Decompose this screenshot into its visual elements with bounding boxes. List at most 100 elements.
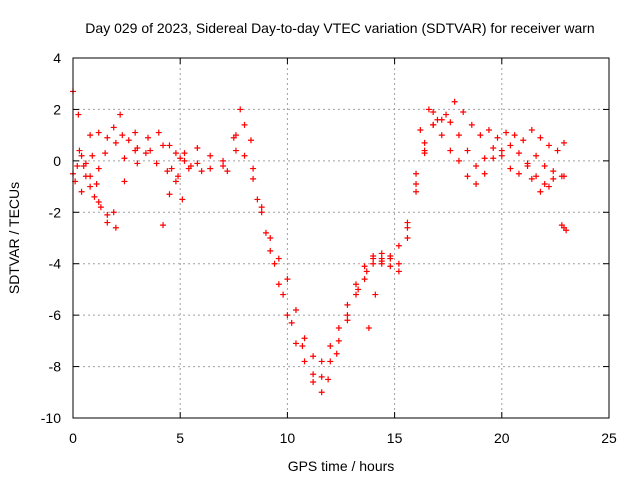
data-point [344, 317, 351, 324]
data-point [177, 155, 184, 162]
x-tick-label: 25 [601, 430, 617, 446]
data-point [447, 119, 454, 126]
data-point [541, 163, 548, 169]
data-point [421, 150, 428, 157]
data-point [560, 173, 567, 180]
data-point [524, 160, 531, 167]
data-point [325, 376, 332, 383]
data-point [220, 163, 227, 169]
data-point [363, 268, 370, 275]
data-point [142, 150, 149, 157]
data-point [395, 268, 402, 275]
series-track-18 [558, 222, 570, 234]
series-track-10 [168, 106, 437, 396]
data-point [207, 152, 214, 159]
series-track-3 [72, 178, 119, 231]
data-point [563, 227, 570, 234]
data-point [335, 337, 342, 344]
data-point [515, 170, 522, 177]
data-point [132, 147, 139, 154]
series-track-9 [160, 178, 186, 229]
data-point [185, 165, 192, 172]
data-point [560, 139, 567, 146]
data-point [533, 173, 540, 180]
data-point [528, 175, 535, 182]
data-point [503, 129, 510, 136]
data-point [179, 196, 186, 203]
data-point [421, 139, 428, 146]
data-point [455, 157, 462, 164]
data-point [353, 291, 360, 298]
y-tick-label: -6 [49, 307, 62, 323]
data-point [166, 191, 173, 198]
data-point [395, 242, 402, 249]
data-point [175, 173, 182, 180]
data-point [104, 134, 111, 141]
data-point [125, 137, 132, 144]
y-tick-label: 4 [53, 50, 61, 66]
series-track-11 [220, 116, 445, 365]
data-point [301, 358, 308, 365]
data-point [443, 111, 450, 118]
data-point [353, 281, 360, 288]
data-point [112, 224, 119, 231]
data-point [134, 160, 141, 167]
data-point [288, 319, 295, 326]
data-points [70, 88, 570, 396]
data-point [545, 183, 552, 190]
data-point [198, 168, 205, 175]
data-point [361, 276, 368, 283]
data-point [82, 173, 89, 180]
y-tick-label: -8 [49, 359, 62, 375]
data-point [220, 157, 227, 164]
data-point [520, 137, 527, 144]
data-point [372, 291, 379, 298]
data-point [460, 109, 467, 115]
data-point [275, 281, 282, 288]
data-point [490, 145, 497, 151]
data-point [93, 181, 100, 187]
data-point [430, 109, 437, 115]
data-point [490, 155, 497, 162]
data-point [344, 312, 351, 319]
y-tick-label: -2 [49, 204, 62, 220]
data-point [438, 132, 445, 139]
data-point [280, 291, 287, 298]
data-point [247, 137, 254, 144]
data-point [119, 132, 126, 139]
data-point [485, 127, 492, 133]
data-point [507, 142, 514, 149]
data-point [318, 358, 325, 365]
data-point [301, 335, 308, 342]
data-point [299, 343, 306, 349]
grid-lines [73, 58, 609, 418]
data-point [473, 163, 480, 169]
x-tick-label: 20 [494, 430, 510, 446]
data-point [404, 219, 411, 226]
data-point [498, 152, 505, 159]
data-point [164, 168, 171, 175]
series-track-5 [76, 147, 102, 172]
x-axis-label: GPS time / hours [288, 458, 395, 474]
data-point [545, 142, 552, 149]
data-point [310, 371, 317, 378]
data-point [378, 260, 385, 267]
data-point [318, 389, 325, 396]
data-point [284, 276, 291, 283]
data-point [365, 325, 372, 331]
y-tick-label: -4 [49, 256, 62, 272]
data-point [267, 247, 274, 254]
data-point [327, 343, 334, 349]
series-track-13 [365, 260, 385, 331]
series-track-16 [447, 142, 567, 187]
data-point [224, 168, 231, 175]
data-point [355, 286, 362, 293]
data-point [413, 181, 420, 187]
data-point [318, 373, 325, 380]
data-point [194, 145, 201, 151]
series-track-14 [417, 98, 567, 154]
data-point [413, 170, 420, 177]
data-point [387, 255, 394, 262]
data-point [102, 150, 109, 157]
data-point [181, 150, 188, 157]
